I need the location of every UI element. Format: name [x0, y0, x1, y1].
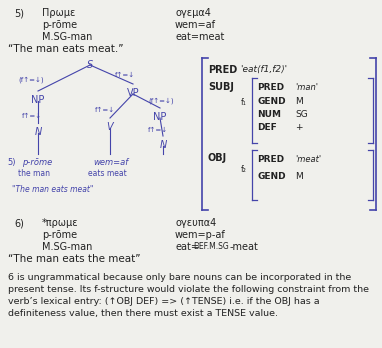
Text: 6): 6) — [14, 218, 24, 228]
Text: 6 is ungrammatical because only bare nouns can be incorporated in the: 6 is ungrammatical because only bare nou… — [8, 273, 351, 282]
Text: wem=af: wem=af — [93, 158, 128, 167]
Text: (f↑=↓): (f↑=↓) — [18, 76, 44, 82]
Text: GEND: GEND — [257, 172, 286, 181]
Text: PRED: PRED — [257, 155, 284, 164]
Text: M.SG-man: M.SG-man — [42, 32, 92, 42]
Text: p-rōme: p-rōme — [42, 230, 77, 240]
Text: +: + — [295, 123, 303, 132]
Text: present tense. Its f-structure would violate the following constraint from the: present tense. Its f-structure would vio… — [8, 285, 369, 294]
Text: SG: SG — [295, 110, 308, 119]
Text: “The man eats meat.”: “The man eats meat.” — [8, 44, 123, 54]
Text: NUM: NUM — [257, 110, 281, 119]
Text: f₁: f₁ — [241, 98, 247, 107]
Text: (f↑=↓): (f↑=↓) — [148, 97, 174, 104]
Text: f₂: f₂ — [241, 165, 247, 174]
Text: the man: the man — [18, 169, 50, 178]
Text: ογευπα4: ογευπα4 — [175, 218, 216, 228]
Text: verb’s lexical entry: (↑OBJ DEF) => (↑TENSE) i.e. if the OBJ has a: verb’s lexical entry: (↑OBJ DEF) => (↑TE… — [8, 297, 320, 306]
Text: wem=af: wem=af — [175, 20, 216, 30]
Text: 'eat⟨f1,f2⟩': 'eat⟨f1,f2⟩' — [240, 65, 287, 74]
Text: f↑=↓: f↑=↓ — [95, 107, 115, 113]
Text: p-rōme: p-rōme — [22, 158, 52, 167]
Text: p-rōme: p-rōme — [42, 20, 77, 30]
Text: 5): 5) — [14, 8, 24, 18]
Text: SUBJ: SUBJ — [208, 82, 234, 92]
Text: eat=meat: eat=meat — [175, 32, 224, 42]
Text: S: S — [87, 60, 93, 70]
Text: VP: VP — [127, 88, 139, 98]
Text: M.SG-man: M.SG-man — [42, 242, 92, 252]
Text: NP: NP — [31, 95, 45, 105]
Text: V: V — [107, 122, 113, 132]
Text: definiteness value, then there must exist a TENSE value.: definiteness value, then there must exis… — [8, 309, 278, 318]
Text: DEF: DEF — [257, 123, 277, 132]
Text: ογεμα4: ογεμα4 — [175, 8, 211, 18]
Text: *πρωμε: *πρωμε — [42, 218, 79, 228]
Text: wem=p-af: wem=p-af — [175, 230, 226, 240]
Text: N: N — [34, 127, 42, 137]
Text: N: N — [159, 140, 167, 150]
Text: PRED: PRED — [257, 83, 284, 92]
Text: DEF.M.SG: DEF.M.SG — [193, 242, 229, 251]
Text: f↑=↓: f↑=↓ — [115, 72, 135, 78]
Text: f↑=↓: f↑=↓ — [22, 113, 42, 119]
Text: GEND: GEND — [257, 97, 286, 106]
Text: PRED: PRED — [208, 65, 237, 75]
Text: M: M — [295, 172, 303, 181]
Text: 5): 5) — [7, 158, 16, 167]
Text: 'meat': 'meat' — [295, 155, 321, 164]
Text: eat=: eat= — [175, 242, 199, 252]
Text: -meat: -meat — [230, 242, 259, 252]
Text: 'man': 'man' — [295, 83, 318, 92]
Text: “The man eats the meat”: “The man eats the meat” — [8, 254, 141, 264]
Text: "The man eats meat": "The man eats meat" — [12, 185, 93, 194]
Text: f↑=↓: f↑=↓ — [148, 127, 168, 133]
Text: NP: NP — [153, 112, 167, 122]
Text: M: M — [295, 97, 303, 106]
Text: OBJ: OBJ — [208, 153, 227, 163]
Text: Πρωμε: Πρωμε — [42, 8, 75, 18]
Text: eats meat: eats meat — [88, 169, 127, 178]
